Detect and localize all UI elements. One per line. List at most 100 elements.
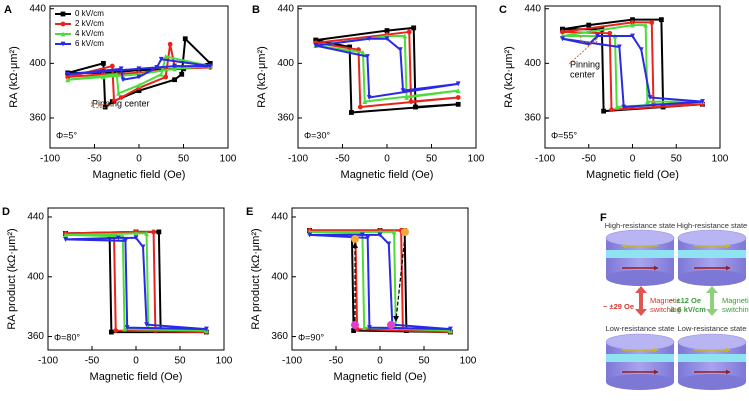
phi-label: Φ=30° xyxy=(304,130,330,140)
marker xyxy=(163,74,169,80)
marker xyxy=(114,71,120,77)
spin-arrow-head xyxy=(726,347,730,353)
phi-label: Φ=55° xyxy=(551,130,577,140)
spin-arrow-head xyxy=(726,369,730,375)
marker xyxy=(182,36,188,42)
marker xyxy=(207,60,213,66)
marker xyxy=(207,63,213,69)
x-tick-label: -50 xyxy=(87,154,102,165)
x-tick-label: -50 xyxy=(582,154,597,165)
marker xyxy=(377,232,383,238)
panel: -100 -50 0 50 100 360 400 440 Magnetic field (Oe… xyxy=(2,206,233,383)
marker xyxy=(455,101,461,107)
marker xyxy=(167,41,173,47)
cylinder-bottom xyxy=(678,374,746,390)
marker xyxy=(158,71,164,77)
marker xyxy=(109,63,115,69)
spin-arrow-head xyxy=(622,243,626,249)
marker xyxy=(643,22,649,28)
legend-label: 0 kV/cm xyxy=(75,9,104,18)
series-line xyxy=(315,26,459,114)
spacer-layer xyxy=(678,354,746,362)
spin-arrow-head xyxy=(726,265,730,271)
y-tick-label: 400 xyxy=(271,271,288,282)
marker xyxy=(614,104,620,110)
marker xyxy=(65,77,71,83)
x-tick-label: 0 xyxy=(630,154,636,165)
marker xyxy=(357,104,363,110)
y-axis-label: RA (kΩ·μm²) xyxy=(256,46,268,108)
marker xyxy=(172,77,177,83)
x-tick-label: 50 xyxy=(174,356,186,367)
marker xyxy=(65,71,71,77)
series-line xyxy=(309,233,451,331)
y-tick-label: 440 xyxy=(27,212,44,223)
marker xyxy=(391,229,397,235)
y-axis-label: RA product (kΩ·μm²) xyxy=(250,228,262,329)
marker xyxy=(172,63,177,69)
marker xyxy=(313,37,319,43)
cylinder-bottom xyxy=(606,270,674,286)
state-label: Low-resistance state xyxy=(606,324,675,333)
marker xyxy=(413,104,418,110)
x-tick-label: -50 xyxy=(329,356,344,367)
x-axis-label: Magnetic field (Oe) xyxy=(93,169,186,181)
marker xyxy=(101,60,106,66)
field-label: ~ ±29 Oe xyxy=(603,302,634,311)
marker xyxy=(351,328,356,333)
series-line xyxy=(309,229,451,334)
marker xyxy=(118,95,124,100)
marker xyxy=(700,99,705,104)
plot-frame xyxy=(297,5,477,149)
marker xyxy=(116,90,121,96)
legend-marker xyxy=(60,41,66,47)
y-tick-label: 400 xyxy=(277,58,294,69)
marker xyxy=(607,30,613,36)
marker xyxy=(630,17,635,23)
marker xyxy=(630,22,635,28)
y-tick-label: 440 xyxy=(277,3,294,14)
switch-arrowhead xyxy=(393,316,399,322)
marker xyxy=(455,88,461,94)
panel-label: F xyxy=(600,212,607,224)
series-line xyxy=(65,230,207,334)
switch-markers xyxy=(351,228,409,329)
marker xyxy=(402,33,408,39)
x-axis-label: Magnetic field (Oe) xyxy=(334,371,427,383)
marker xyxy=(384,28,390,33)
y-tick-label: 360 xyxy=(29,113,46,124)
panel-label: A xyxy=(4,4,12,16)
marker xyxy=(362,99,368,104)
marker xyxy=(595,33,600,39)
series-line xyxy=(309,230,451,332)
marker xyxy=(404,95,409,100)
y-tick-label: 400 xyxy=(27,271,44,282)
marker xyxy=(644,99,650,104)
panel: -100 -50 0 50 100 360 400 440 Magnetic field (Oe… xyxy=(4,3,237,181)
marker xyxy=(158,56,164,62)
x-tick-label: 0 xyxy=(377,356,383,367)
annotation-leader xyxy=(89,103,108,106)
switch-label: switching xyxy=(722,305,749,314)
spin-arrow-head xyxy=(654,347,658,353)
marker xyxy=(647,95,653,100)
state-label: High-resistance state xyxy=(605,221,675,230)
spacer-layer xyxy=(606,250,674,258)
x-tick-label: -100 xyxy=(282,356,302,367)
marker xyxy=(122,326,127,332)
marker xyxy=(365,54,370,59)
marker xyxy=(120,77,126,83)
panel: -100 -50 0 50 100 360 400 440 Magnetic field (Oe… xyxy=(252,3,485,181)
marker xyxy=(307,232,312,238)
switch-label: Magnetic xyxy=(650,296,681,305)
marker xyxy=(616,44,622,50)
marker xyxy=(586,22,592,28)
annotation: Pinning center xyxy=(92,98,150,108)
marker xyxy=(116,235,121,241)
marker xyxy=(156,229,162,235)
marker xyxy=(397,47,403,53)
x-tick-label: -100 xyxy=(40,154,60,165)
series-line xyxy=(309,229,451,334)
legend-label: 6 kV/cm xyxy=(75,39,104,48)
